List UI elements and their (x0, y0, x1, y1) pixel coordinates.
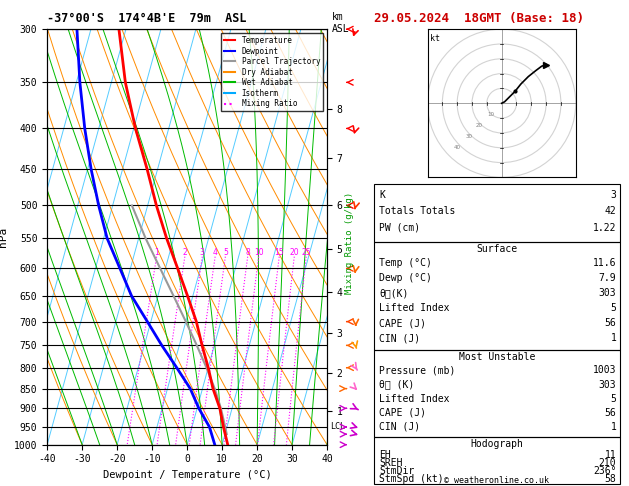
Text: 25: 25 (301, 248, 311, 257)
Text: Pressure (mb): Pressure (mb) (379, 365, 455, 376)
Text: 303: 303 (599, 288, 616, 298)
Text: 3: 3 (200, 248, 204, 257)
Text: EH: EH (379, 450, 391, 460)
Text: 15: 15 (274, 248, 284, 257)
Text: CAPE (J): CAPE (J) (379, 408, 426, 418)
Text: 1.22: 1.22 (593, 223, 616, 233)
Text: 1: 1 (611, 422, 616, 432)
Text: 30: 30 (465, 134, 472, 139)
Text: StmDir: StmDir (379, 466, 415, 476)
Text: Temp (°C): Temp (°C) (379, 258, 432, 268)
Text: CIN (J): CIN (J) (379, 333, 420, 343)
Text: 20: 20 (289, 248, 299, 257)
Text: 236°: 236° (593, 466, 616, 476)
Text: 5: 5 (611, 394, 616, 404)
Text: 11.6: 11.6 (593, 258, 616, 268)
Text: CIN (J): CIN (J) (379, 422, 420, 432)
Text: 8: 8 (245, 248, 250, 257)
Text: CAPE (J): CAPE (J) (379, 318, 426, 328)
Text: SREH: SREH (379, 458, 403, 468)
Text: StmSpd (kt): StmSpd (kt) (379, 474, 444, 484)
Text: 2: 2 (182, 248, 187, 257)
Text: 10: 10 (254, 248, 264, 257)
Text: 29.05.2024  18GMT (Base: 18): 29.05.2024 18GMT (Base: 18) (374, 12, 584, 25)
Text: Lifted Index: Lifted Index (379, 303, 450, 313)
Y-axis label: hPa: hPa (0, 227, 8, 247)
Text: Lifted Index: Lifted Index (379, 394, 450, 404)
X-axis label: Dewpoint / Temperature (°C): Dewpoint / Temperature (°C) (103, 470, 272, 480)
Text: 210: 210 (599, 458, 616, 468)
Text: 1003: 1003 (593, 365, 616, 376)
Text: Hodograph: Hodograph (470, 439, 523, 450)
Text: 42: 42 (604, 206, 616, 216)
Text: 1: 1 (611, 333, 616, 343)
Text: 303: 303 (599, 380, 616, 390)
Text: K: K (379, 190, 385, 200)
Text: 40: 40 (454, 145, 461, 150)
Text: 3: 3 (611, 190, 616, 200)
Text: 4: 4 (213, 248, 218, 257)
Text: © weatheronline.co.uk: © weatheronline.co.uk (445, 475, 549, 485)
Text: -37°00'S  174°4B'E  79m  ASL: -37°00'S 174°4B'E 79m ASL (47, 12, 247, 25)
Text: 5: 5 (223, 248, 228, 257)
Text: km
ASL: km ASL (332, 12, 350, 34)
Text: θᴇ(K): θᴇ(K) (379, 288, 409, 298)
Text: 11: 11 (604, 450, 616, 460)
Text: θᴇ (K): θᴇ (K) (379, 380, 415, 390)
Text: Most Unstable: Most Unstable (459, 352, 535, 363)
Text: 58: 58 (604, 474, 616, 484)
Text: 20: 20 (476, 123, 483, 128)
Text: 7.9: 7.9 (599, 273, 616, 283)
Text: Mixing Ratio (g/kg): Mixing Ratio (g/kg) (345, 192, 353, 294)
Text: Totals Totals: Totals Totals (379, 206, 455, 216)
Text: 10: 10 (487, 112, 494, 117)
Legend: Temperature, Dewpoint, Parcel Trajectory, Dry Adiabat, Wet Adiabat, Isotherm, Mi: Temperature, Dewpoint, Parcel Trajectory… (221, 33, 323, 111)
Text: Surface: Surface (476, 244, 518, 255)
Text: LCL: LCL (330, 422, 345, 432)
Text: 1: 1 (154, 248, 159, 257)
Text: 56: 56 (604, 318, 616, 328)
Text: 56: 56 (604, 408, 616, 418)
Text: PW (cm): PW (cm) (379, 223, 420, 233)
Text: Dewp (°C): Dewp (°C) (379, 273, 432, 283)
Text: 5: 5 (611, 303, 616, 313)
Text: kt: kt (430, 34, 440, 43)
